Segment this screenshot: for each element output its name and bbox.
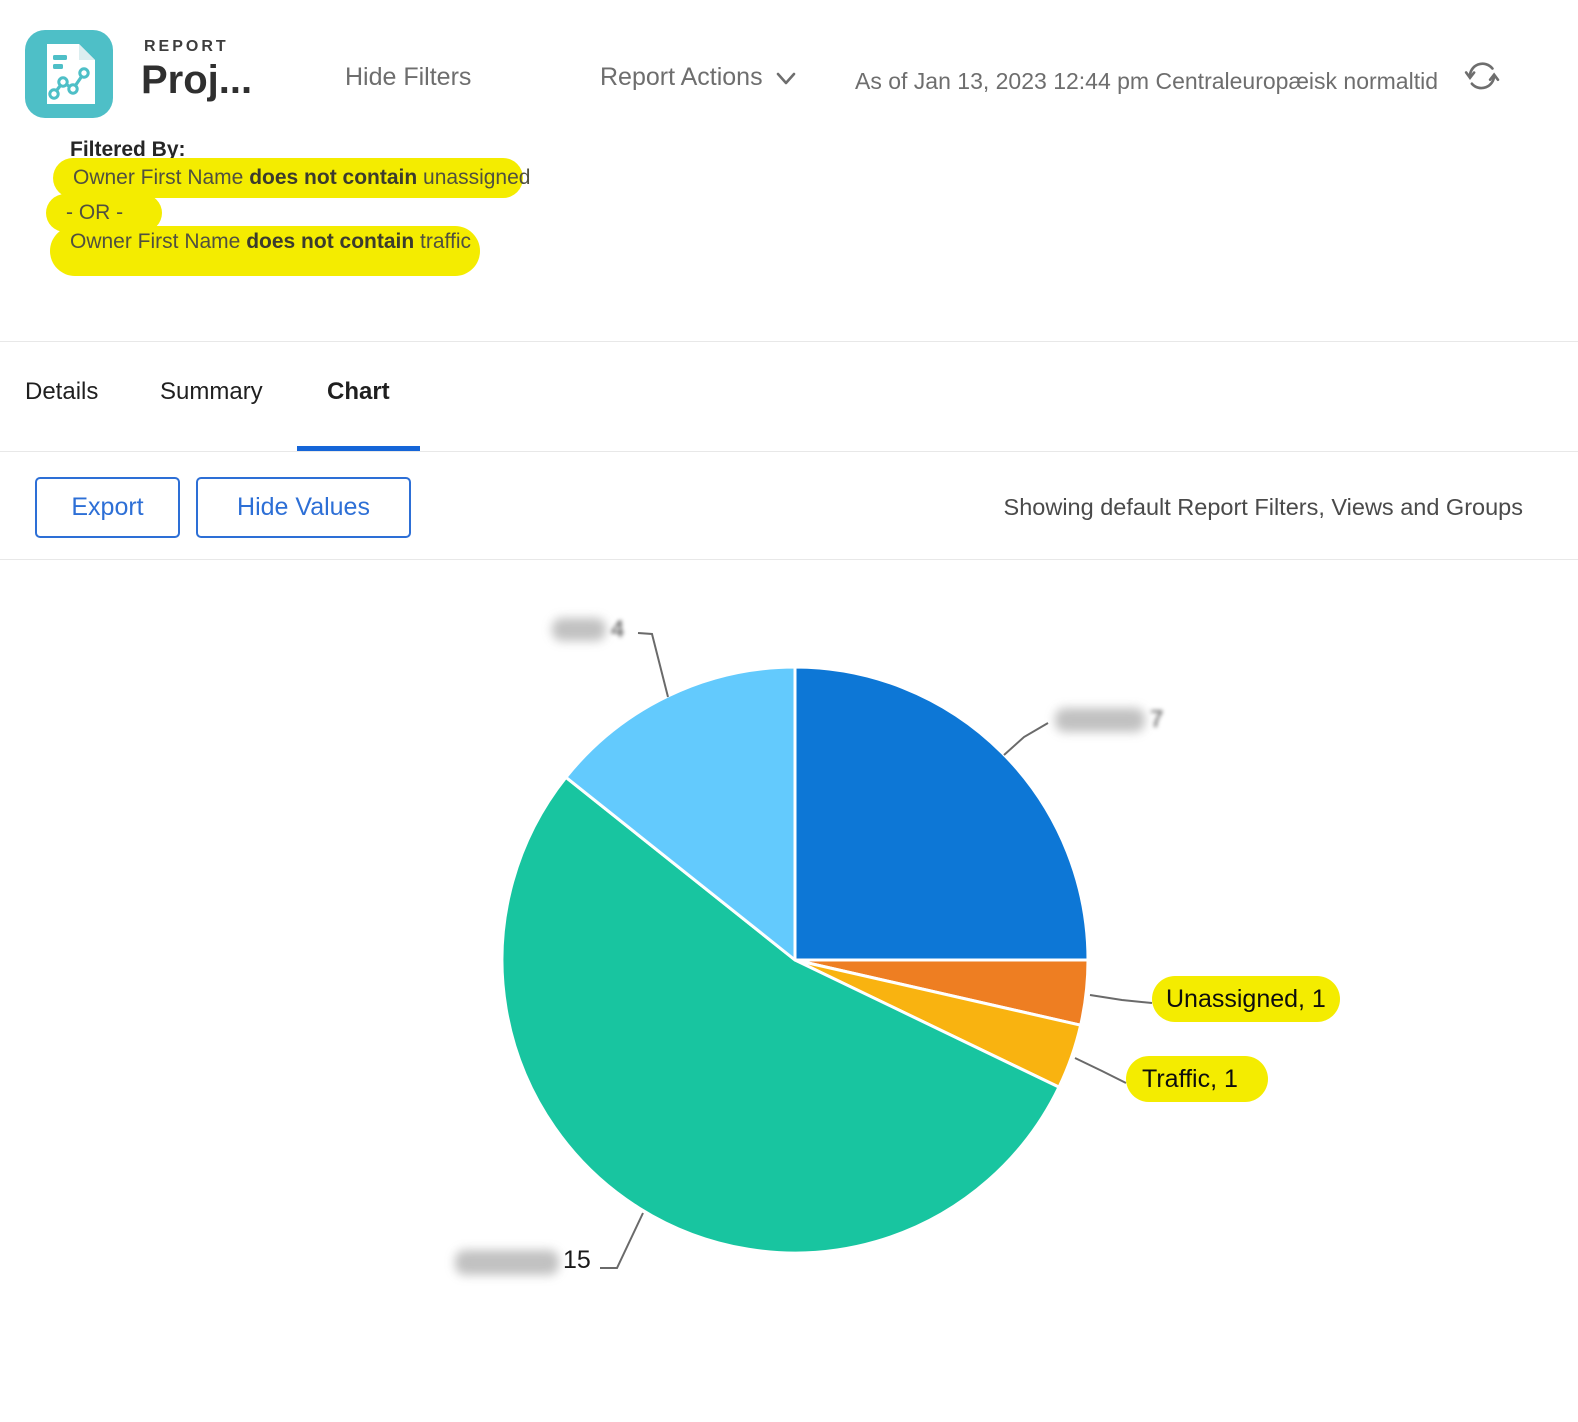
pie-slices [500,665,1090,1255]
refresh-icon [1464,61,1500,89]
blurred-slice-label [552,618,606,641]
filter-or-text: - OR - [66,201,124,224]
filter-row-highlight: Owner First Name does not contain unassi… [53,158,530,198]
slice-value-label: 15 [563,1246,591,1274]
filter-value: traffic [414,230,471,253]
slice-value-label: 7 [1150,706,1164,733]
pie-slice-blurred-3[interactable] [500,775,1061,1255]
filtered-by-heading: Filtered By: [70,138,186,161]
divider [0,559,1578,560]
leader-line [1074,1057,1127,1084]
report-doc-icon [47,44,95,104]
pie-chart-svg [500,632,1153,1269]
export-button[interactable]: Export [35,477,180,538]
filter-row-text: Owner First Name does not contain traffi… [50,230,471,254]
report-actions-button[interactable]: Report Actions [600,63,799,92]
filter-operator: does not contain [249,166,418,189]
report-status-text: Showing default Report Filters, Views an… [1003,494,1523,520]
tab-chart[interactable]: Chart [327,378,390,405]
tab-details[interactable]: Details [25,378,99,405]
leader-line [637,632,669,698]
refresh-button[interactable] [1458,53,1506,101]
filter-value: unassigned [417,166,531,189]
chevron-down-icon [776,72,795,84]
filter-or-highlight: - OR - [46,194,162,232]
traffic-callout-pill: Traffic, 1 [1126,1056,1268,1102]
unassigned-callout-pill: Unassigned, 1 [1152,976,1340,1022]
blurred-slice-label [455,1250,559,1275]
leader-line [1089,994,1153,1004]
divider [0,341,1578,342]
blurred-slice-label [1055,708,1145,732]
filter-operator: does not contain [246,230,415,253]
report-type-icon [25,30,113,118]
filter-field: Owner First Name [70,230,247,253]
leader-line [1003,722,1049,756]
slice-value-label: 4 [611,616,625,643]
report-actions-label: Report Actions [600,63,763,91]
page-title: Proj... [141,58,253,102]
report-kicker: REPORT [144,38,229,55]
traffic-callout-text: Traffic, 1 [1142,1064,1238,1093]
divider [0,451,1578,452]
active-tab-underline [297,446,420,452]
as-of-timestamp: As of Jan 13, 2023 12:44 pm Centraleurop… [855,68,1438,94]
hide-filters-button[interactable]: Hide Filters [345,63,472,91]
filter-field: Owner First Name [73,166,250,189]
filter-row-text: Owner First Name does not contain unassi… [53,166,530,190]
pie-slice-blurred-0[interactable] [793,665,1090,962]
tab-summary[interactable]: Summary [160,378,263,405]
filter-row-highlight: Owner First Name does not contain traffi… [50,226,480,276]
unassigned-callout-text: Unassigned, 1 [1166,984,1326,1013]
hide-values-button[interactable]: Hide Values [196,477,411,538]
pie-chart-region: 4 7 Unassigned, 1 Traffic, 1 15 [0,560,1578,1422]
leader-line [600,1212,644,1269]
